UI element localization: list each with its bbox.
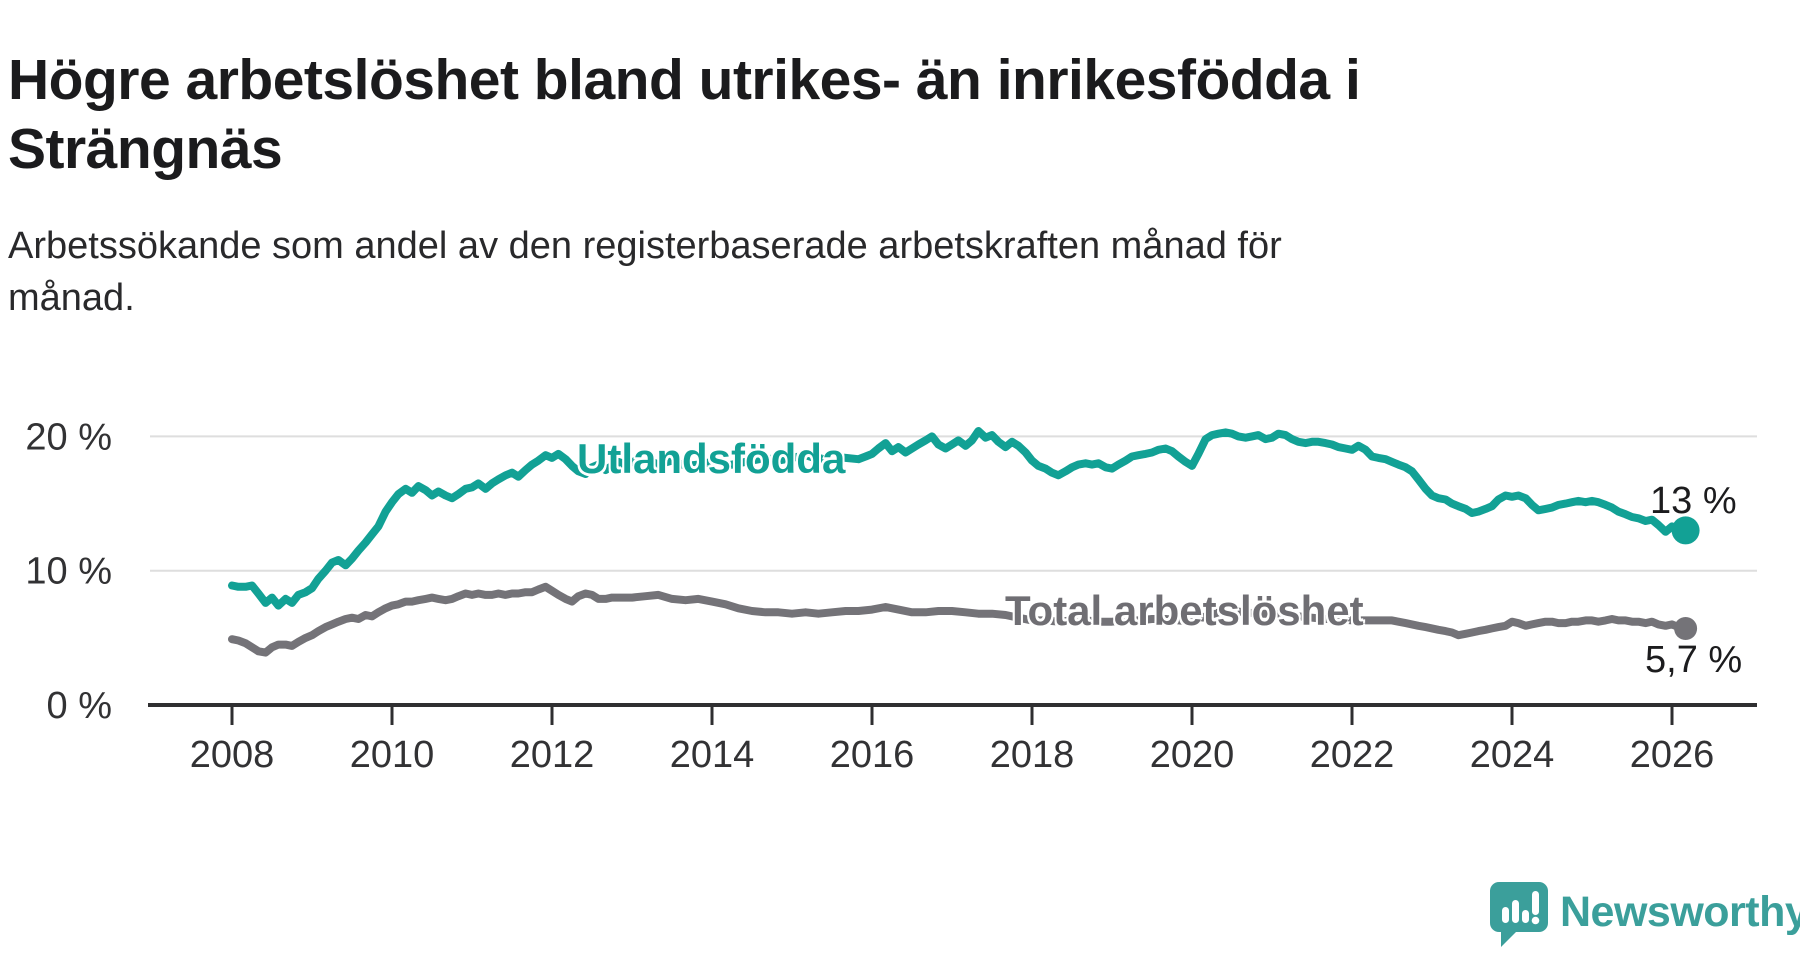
y-axis-tick-label-20: 20 % bbox=[25, 416, 112, 458]
series-label-utlandsfodda: Utlandsfödda bbox=[577, 435, 846, 482]
x-axis-tick-label-2012: 2012 bbox=[510, 734, 595, 776]
newsworthy-logo-text: Newsworthy bbox=[1560, 888, 1800, 936]
page-title: Högre arbetslöshet bland utrikes- än inr… bbox=[8, 46, 1361, 183]
page-title-line1: Högre arbetslöshet bland utrikes- än inr… bbox=[8, 48, 1361, 113]
series-line-utlandsfodda bbox=[228, 427, 1690, 610]
chart-subtitle-line2: månad. bbox=[8, 277, 135, 320]
x-axis-tick-label-2018: 2018 bbox=[990, 734, 1075, 776]
series-line-total-arbetsloshet bbox=[228, 582, 1690, 657]
y-axis-tick-label-0: 0 % bbox=[47, 685, 112, 727]
x-axis-tick-label-2010: 2010 bbox=[350, 734, 435, 776]
y-axis-tick-label-10: 10 % bbox=[25, 551, 112, 593]
x-axis-tick-label-2020: 2020 bbox=[1150, 734, 1235, 776]
series-end-dot-total-arbetsloshet bbox=[1674, 616, 1698, 640]
chart-subtitle-line1: Arbetssökande som andel av den registerb… bbox=[8, 225, 1282, 267]
end-value-label-utlandsfodda: 13 % bbox=[1650, 480, 1737, 522]
x-axis-tick-label-2024: 2024 bbox=[1470, 734, 1555, 776]
series-label-total-arbetsloshet: Total arbetslöshet bbox=[1005, 587, 1364, 634]
x-axis-tick-label-2016: 2016 bbox=[830, 734, 915, 776]
x-axis-tick-label-2008: 2008 bbox=[190, 734, 275, 776]
newsworthy-logo[interactable]: Newsworthy bbox=[1490, 882, 1800, 948]
page-title-line2: Strängnäs bbox=[8, 116, 283, 181]
x-axis-tick-label-2022: 2022 bbox=[1310, 734, 1395, 776]
x-axis-tick-label-2014: 2014 bbox=[670, 734, 755, 776]
end-value-label-total: 5,7 % bbox=[1645, 639, 1743, 681]
series-end-dot-utlandsfodda bbox=[1671, 516, 1700, 545]
chart-subtitle: Arbetssökande som andel av den registerb… bbox=[8, 220, 1282, 325]
bar-chart-speech-bubble-icon bbox=[1490, 882, 1548, 953]
x-axis-tick-label-2026: 2026 bbox=[1630, 734, 1715, 776]
